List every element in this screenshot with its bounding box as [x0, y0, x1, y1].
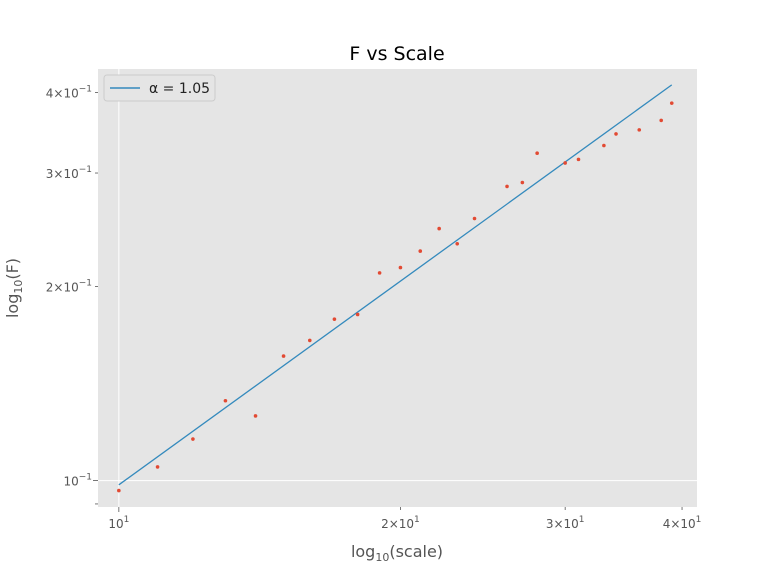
- data-point: [535, 151, 539, 156]
- data-point: [472, 216, 477, 221]
- data-point: [505, 184, 509, 189]
- data-point: [614, 132, 618, 136]
- fit-line: [118, 84, 673, 486]
- data-point: [253, 414, 258, 418]
- data-point: [563, 161, 567, 165]
- grid: [98, 69, 697, 507]
- x-tick-label: 2×101: [381, 515, 420, 531]
- plot-area: [98, 69, 697, 507]
- x-axis-label: log10(scale): [351, 542, 443, 564]
- y-axis-label: log10(F): [3, 258, 25, 318]
- data-point: [418, 249, 423, 253]
- data-point: [576, 157, 581, 162]
- x-tick-label: 3×101: [546, 515, 585, 531]
- data-point: [455, 241, 460, 246]
- y-tick-label: 10−1: [63, 473, 92, 489]
- data-marks: [117, 84, 674, 493]
- data-point: [602, 143, 606, 148]
- data-point: [155, 465, 160, 469]
- x-tick-label: 4×101: [663, 515, 702, 531]
- x-tick-label: 101: [108, 515, 129, 531]
- legend: α = 1.05: [103, 74, 216, 102]
- data-point: [637, 128, 642, 132]
- data-point: [669, 101, 674, 105]
- data-point: [520, 180, 525, 185]
- chart-title: F vs Scale: [349, 43, 444, 65]
- y-tick-label: 3×10−1: [46, 165, 92, 181]
- data-point: [398, 265, 403, 270]
- legend-label: α = 1.05: [149, 81, 210, 97]
- axis-ticks: 101 2×101 3×101 4×101 10−1 2×10−1 3×10−1 4×10−1: [46, 84, 702, 531]
- data-point: [307, 338, 312, 343]
- data-point: [223, 398, 228, 403]
- data-point: [191, 437, 195, 441]
- data-point: [117, 488, 121, 493]
- data-point: [355, 312, 360, 317]
- data-point: [437, 226, 441, 231]
- data-point: [377, 271, 382, 275]
- data-point: [659, 118, 664, 123]
- data-point: [281, 354, 286, 358]
- y-tick-label: 2×10−1: [46, 279, 92, 295]
- legend-box: [103, 74, 216, 102]
- data-point: [332, 317, 337, 321]
- y-tick-label: 4×10−1: [46, 84, 92, 100]
